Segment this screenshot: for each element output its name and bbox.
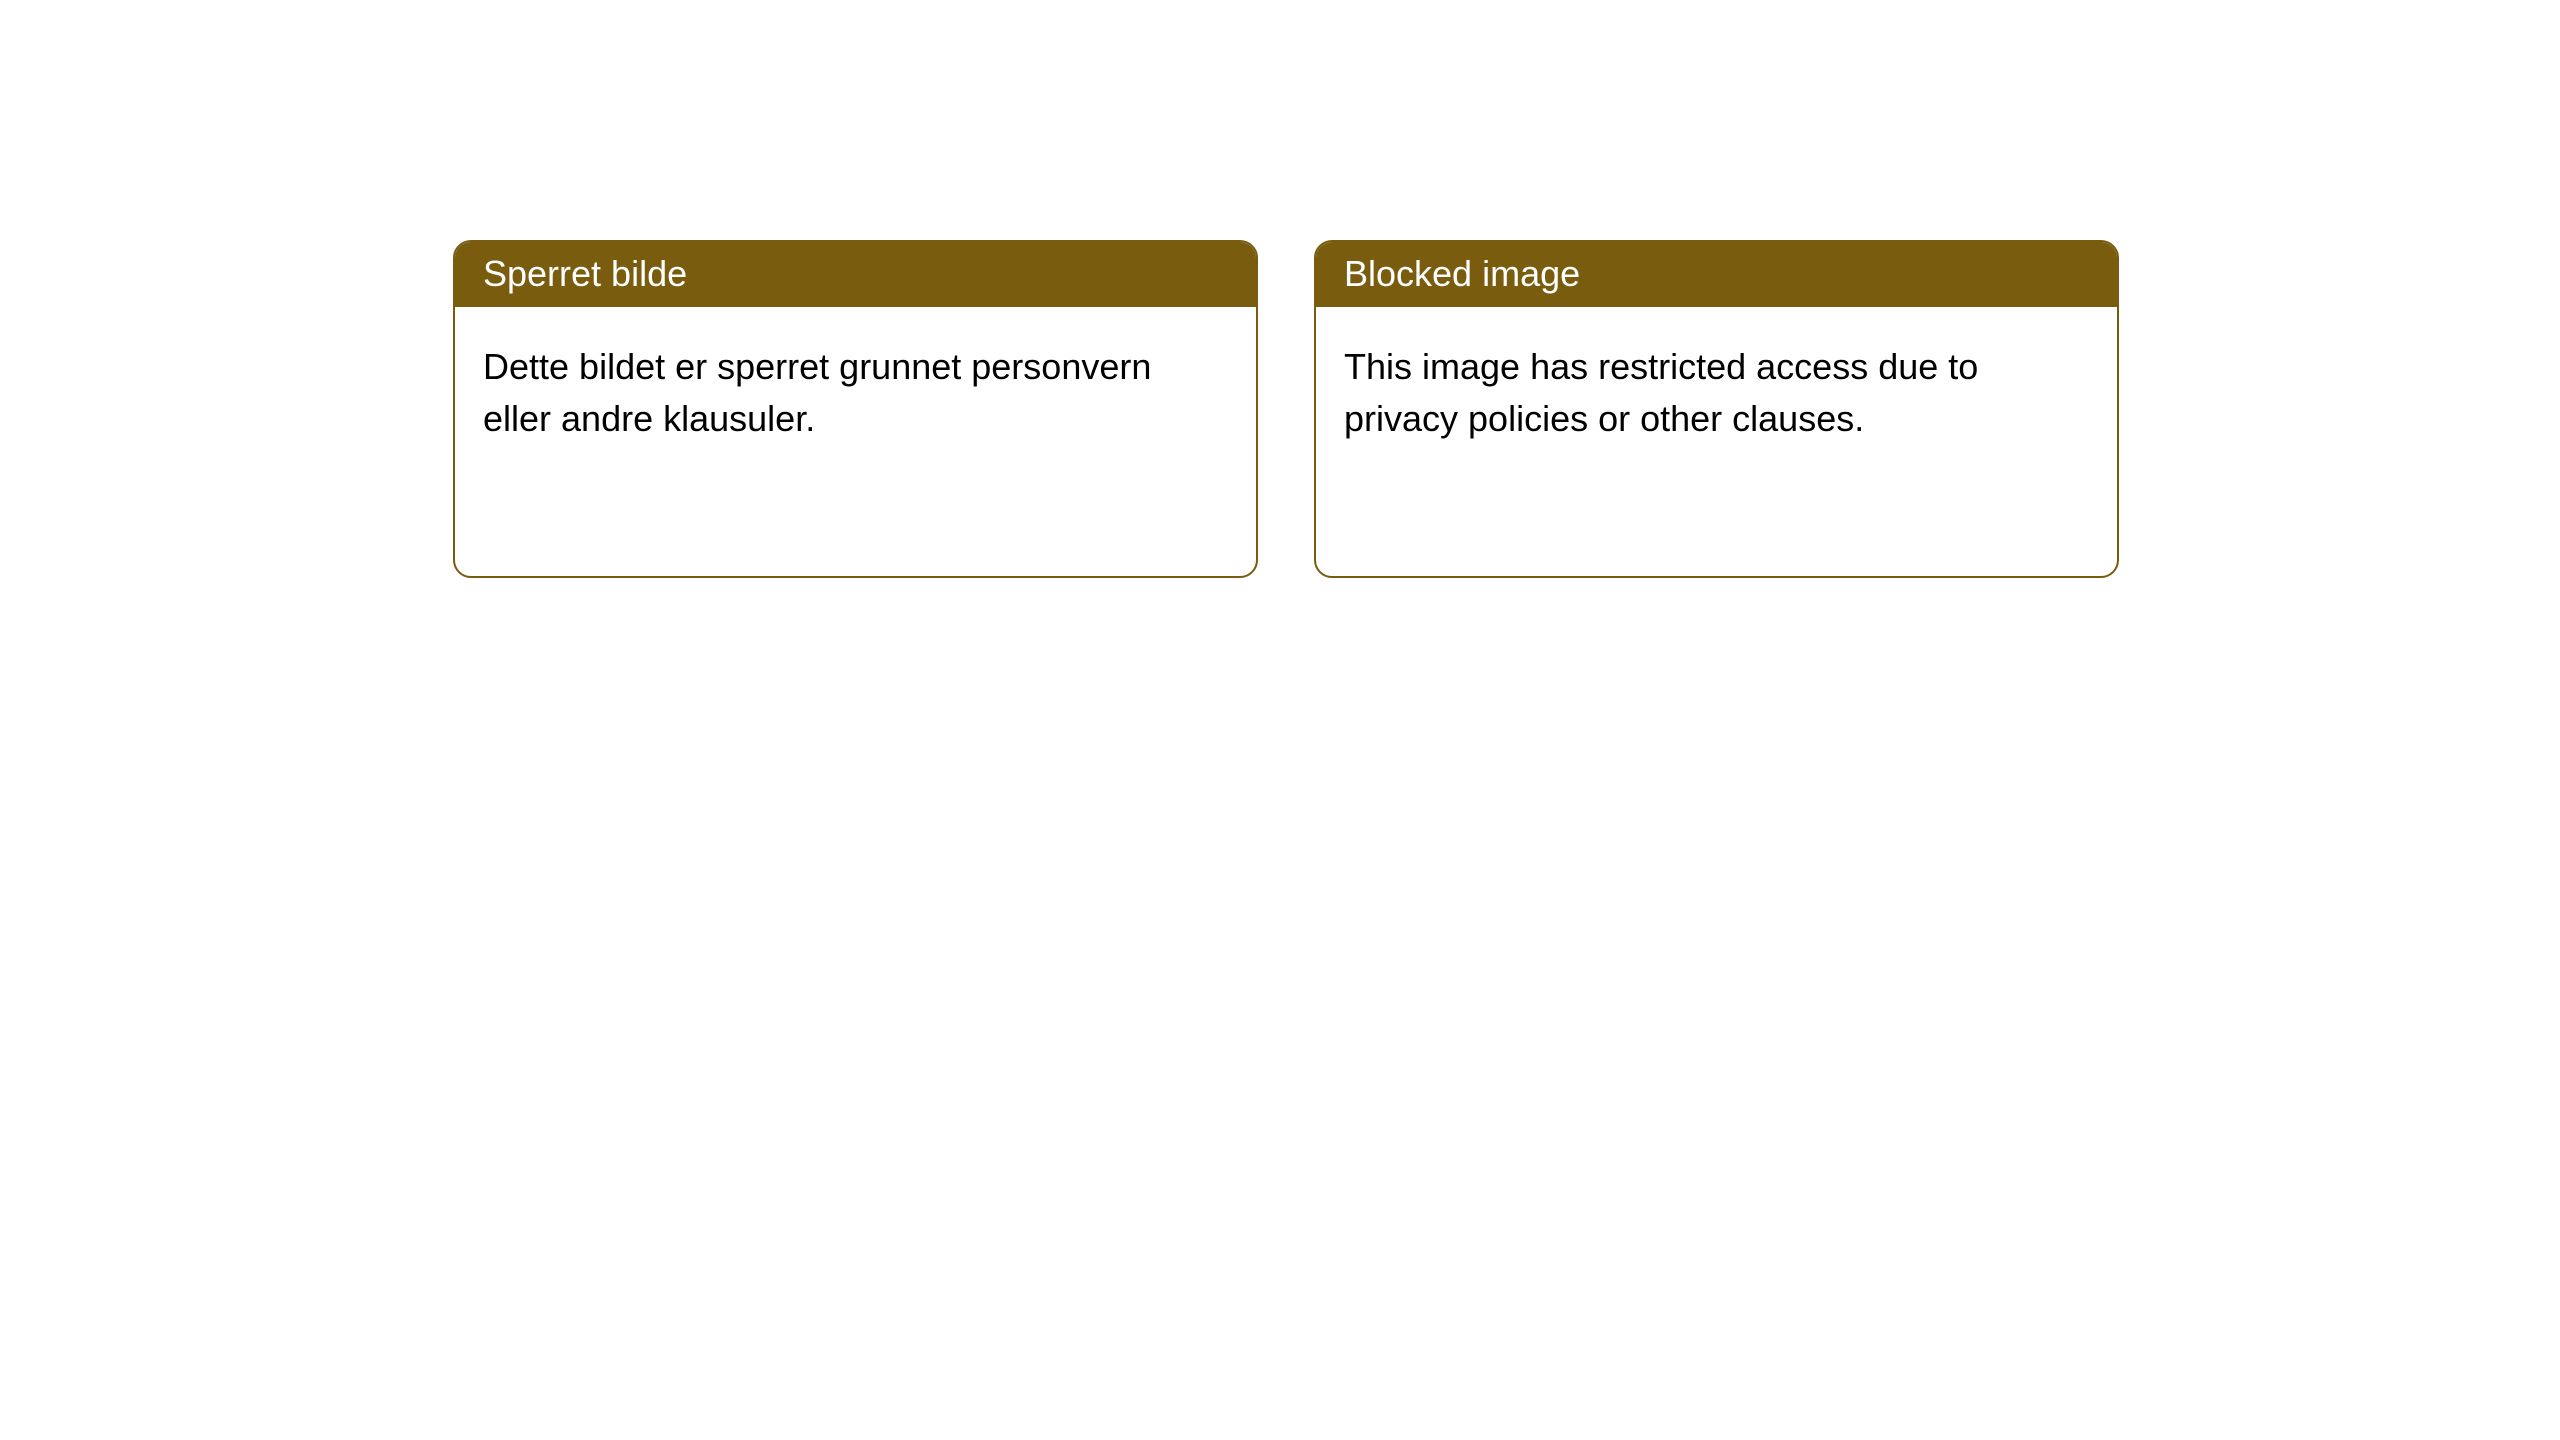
card-header-text: Blocked image xyxy=(1344,253,1580,294)
card-header-text: Sperret bilde xyxy=(483,253,687,294)
cards-container: Sperret bilde Dette bildet er sperret gr… xyxy=(453,240,2119,578)
blocked-image-card-english: Blocked image This image has restricted … xyxy=(1314,240,2119,578)
card-header: Blocked image xyxy=(1316,242,2117,307)
card-body-text: This image has restricted access due to … xyxy=(1344,346,1978,439)
card-header: Sperret bilde xyxy=(455,242,1256,307)
blocked-image-card-norwegian: Sperret bilde Dette bildet er sperret gr… xyxy=(453,240,1258,578)
card-body: This image has restricted access due to … xyxy=(1316,307,2117,479)
card-body: Dette bildet er sperret grunnet personve… xyxy=(455,307,1256,479)
card-body-text: Dette bildet er sperret grunnet personve… xyxy=(483,346,1151,439)
